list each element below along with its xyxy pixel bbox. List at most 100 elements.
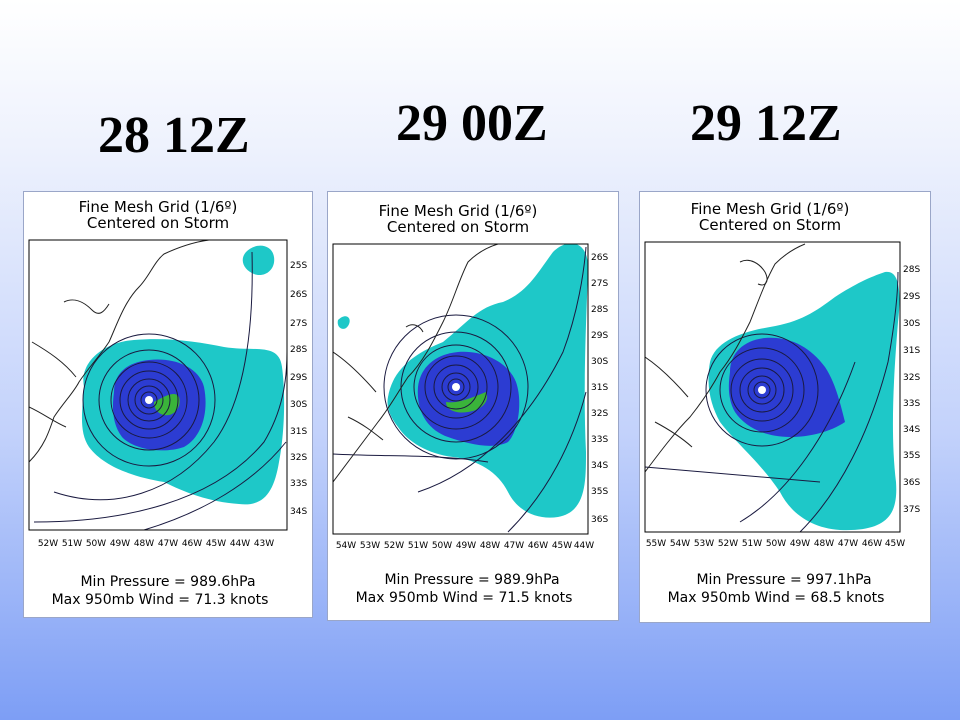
max-wind-caption: Max 950mb Wind = 68.5 knots: [668, 590, 885, 606]
lat-label: 34S: [591, 461, 608, 471]
wind-area-blue: [728, 337, 845, 437]
storm-map-panel-3: Fine Mesh Grid (1/6º) Centered on Storm: [640, 192, 930, 622]
lat-label: 32S: [290, 453, 307, 463]
lon-label: 48W: [480, 541, 500, 551]
lat-label: 33S: [290, 479, 307, 489]
wind-area-green: [154, 394, 180, 416]
lon-label: 46W: [528, 541, 548, 551]
lon-label: 52W: [38, 539, 58, 549]
lat-label: 26S: [290, 290, 307, 300]
min-pressure-caption: Min Pressure = 997.1hPa: [696, 572, 871, 588]
lat-label: 33S: [591, 435, 608, 445]
slide-title-3: 29 12Z: [690, 95, 842, 152]
lon-label: 49W: [456, 541, 476, 551]
lat-label: 28S: [290, 345, 307, 355]
lat-label: 33S: [903, 399, 920, 409]
lat-label: 29S: [903, 292, 920, 302]
coastline: [29, 240, 210, 463]
lon-tick-labels: 54W 53W 52W 51W 50W 49W 48W 47W 46W 45W …: [336, 541, 594, 551]
lon-label: 47W: [838, 539, 858, 549]
storm-map-3: Fine Mesh Grid (1/6º) Centered on Storm: [644, 200, 920, 606]
lon-label: 54W: [670, 539, 690, 549]
lat-label: 30S: [591, 357, 608, 367]
lat-label: 29S: [290, 373, 307, 383]
wind-area-green: [446, 392, 488, 413]
pressure-contours: [333, 246, 587, 533]
lon-label: 48W: [134, 539, 154, 549]
storm-map-panel-2: Fine Mesh Grid (1/6º) Centered on Storm: [328, 192, 618, 620]
lat-label: 34S: [290, 507, 307, 517]
storm-map-2: Fine Mesh Grid (1/6º) Centered on Storm: [332, 202, 608, 606]
slide-title-1: 28 12Z: [98, 107, 250, 164]
lon-label: 54W: [336, 541, 356, 551]
lon-label: 55W: [646, 539, 666, 549]
lon-label: 47W: [504, 541, 524, 551]
map-frame: [28, 239, 288, 531]
lat-tick-labels: 26S 27S 28S 29S 30S 31S 32S 33S 34S 35S …: [591, 253, 608, 525]
storm-map-panel-1: Fine Mesh Grid (1/6º) Centered on Storm: [24, 192, 312, 617]
lon-label: 50W: [86, 539, 106, 549]
lat-label: 36S: [591, 515, 608, 525]
lon-label: 47W: [158, 539, 178, 549]
storm-eye: [145, 396, 153, 404]
lon-label: 45W: [552, 541, 572, 551]
lon-label: 45W: [885, 539, 905, 549]
lon-label: 49W: [790, 539, 810, 549]
lat-label: 32S: [591, 409, 608, 419]
map-frame: [332, 243, 589, 535]
lon-label: 46W: [862, 539, 882, 549]
lon-label: 44W: [574, 541, 594, 551]
lon-label: 51W: [62, 539, 82, 549]
min-pressure-caption: Min Pressure = 989.9hPa: [384, 572, 559, 588]
panel-header-line2: Centered on Storm: [387, 218, 529, 236]
lon-label: 52W: [384, 541, 404, 551]
lat-label: 34S: [903, 425, 920, 435]
lon-label: 46W: [182, 539, 202, 549]
lon-tick-labels: 52W 51W 50W 49W 48W 47W 46W 45W 44W 43W: [38, 539, 274, 549]
lon-tick-labels: 55W 54W 53W 52W 51W 50W 49W 48W 47W 46W …: [646, 539, 905, 549]
lon-label: 43W: [254, 539, 274, 549]
wind-area-cyan-small: [337, 316, 350, 329]
lat-label: 31S: [591, 383, 608, 393]
lon-label: 45W: [206, 539, 226, 549]
map-frame: [644, 241, 901, 533]
pressure-contours: [645, 271, 899, 532]
storm-eye: [758, 386, 766, 394]
panel-header-line1: Fine Mesh Grid (1/6º): [79, 198, 238, 216]
lon-label: 50W: [766, 539, 786, 549]
lat-label: 35S: [903, 451, 920, 461]
storm-map-1: Fine Mesh Grid (1/6º) Centered on Storm: [28, 198, 307, 608]
panel-header-line1: Fine Mesh Grid (1/6º): [691, 200, 850, 218]
lon-label: 51W: [408, 541, 428, 551]
lat-label: 29S: [591, 331, 608, 341]
lat-label: 35S: [591, 487, 608, 497]
lon-label: 51W: [742, 539, 762, 549]
max-wind-caption: Max 950mb Wind = 71.5 knots: [356, 590, 573, 606]
lon-label: 50W: [432, 541, 452, 551]
panel-header-line2: Centered on Storm: [699, 216, 841, 234]
panel-header-line2: Centered on Storm: [87, 214, 229, 232]
lat-label: 28S: [591, 305, 608, 315]
lat-tick-labels: 25S 26S 27S 28S 29S 30S 31S 32S 33S 34S: [290, 261, 307, 517]
lat-label: 37S: [903, 505, 920, 515]
lat-label: 27S: [591, 279, 608, 289]
lon-label: 48W: [814, 539, 834, 549]
lon-label: 49W: [110, 539, 130, 549]
lon-label: 53W: [694, 539, 714, 549]
lat-label: 30S: [903, 319, 920, 329]
lon-label: 53W: [360, 541, 380, 551]
lat-label: 26S: [591, 253, 608, 263]
lon-label: 52W: [718, 539, 738, 549]
lat-label: 30S: [290, 400, 307, 410]
min-pressure-caption: Min Pressure = 989.6hPa: [80, 574, 255, 590]
lat-tick-labels: 28S 29S 30S 31S 32S 33S 34S 35S 36S 37S: [903, 265, 920, 515]
panel-header-line1: Fine Mesh Grid (1/6º): [379, 202, 538, 220]
lat-label: 27S: [290, 319, 307, 329]
lat-label: 25S: [290, 261, 307, 271]
wind-area-cyan-small: [242, 245, 275, 276]
coastline: [333, 244, 499, 483]
lat-label: 32S: [903, 373, 920, 383]
pressure-contours: [33, 251, 287, 530]
lat-label: 36S: [903, 478, 920, 488]
lon-label: 44W: [230, 539, 250, 549]
